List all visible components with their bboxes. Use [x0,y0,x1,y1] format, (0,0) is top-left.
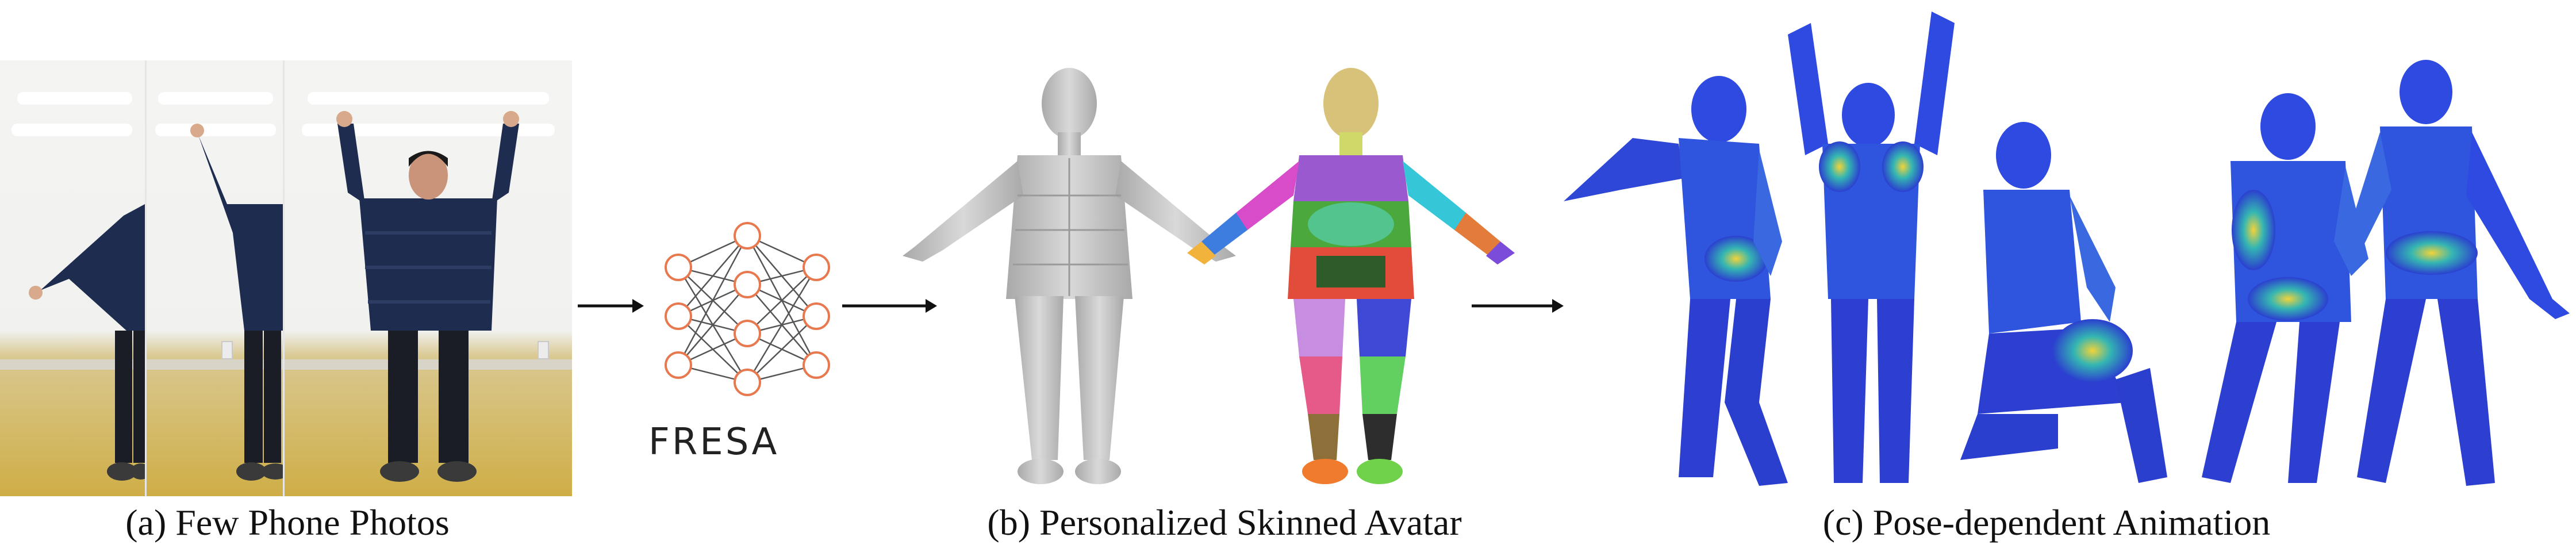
phone-photo-2 [145,60,285,496]
neural-network-icon [665,222,830,396]
gray-avatar [903,68,1236,484]
segmented-avatar [1187,68,1515,484]
skinned-avatar-panel [903,68,1515,484]
animated-pose-4 [2202,93,2368,483]
right-arrow-icon [1472,299,1564,313]
animated-pose-1 [1564,76,1788,486]
caption-panel-a: (a) Few Phone Photos [125,502,450,543]
caption-panel-b: (b) Personalized Skinned Avatar [987,502,1462,543]
animated-pose-5 [2345,60,2570,486]
animated-pose-3 [1960,122,2167,483]
right-arrow-icon [578,299,644,313]
phone-photo-1 [0,60,145,496]
phone-photos-panel [0,60,572,496]
phone-photo-3 [283,60,572,496]
animation-panel [1564,11,2570,486]
caption-panel-c: (c) Pose-dependent Animation [1822,502,2271,543]
animated-pose-2 [1788,11,1955,483]
right-arrow-icon [842,299,937,313]
method-label: FRESA [648,421,780,463]
